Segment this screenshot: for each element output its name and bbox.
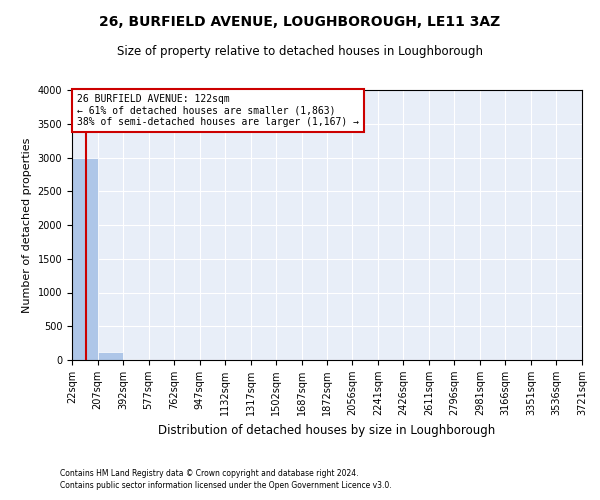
Text: 26 BURFIELD AVENUE: 122sqm
← 61% of detached houses are smaller (1,863)
38% of s: 26 BURFIELD AVENUE: 122sqm ← 61% of deta… (77, 94, 359, 127)
X-axis label: Distribution of detached houses by size in Loughborough: Distribution of detached houses by size … (158, 424, 496, 436)
Text: Size of property relative to detached houses in Loughborough: Size of property relative to detached ho… (117, 45, 483, 58)
Text: 26, BURFIELD AVENUE, LOUGHBOROUGH, LE11 3AZ: 26, BURFIELD AVENUE, LOUGHBOROUGH, LE11 … (100, 15, 500, 29)
Y-axis label: Number of detached properties: Number of detached properties (22, 138, 32, 312)
Text: Contains public sector information licensed under the Open Government Licence v3: Contains public sector information licen… (60, 481, 392, 490)
Bar (72, 158, 98, 360)
Text: Contains HM Land Registry data © Crown copyright and database right 2024.: Contains HM Land Registry data © Crown c… (60, 468, 359, 477)
Bar (98, 352, 123, 360)
